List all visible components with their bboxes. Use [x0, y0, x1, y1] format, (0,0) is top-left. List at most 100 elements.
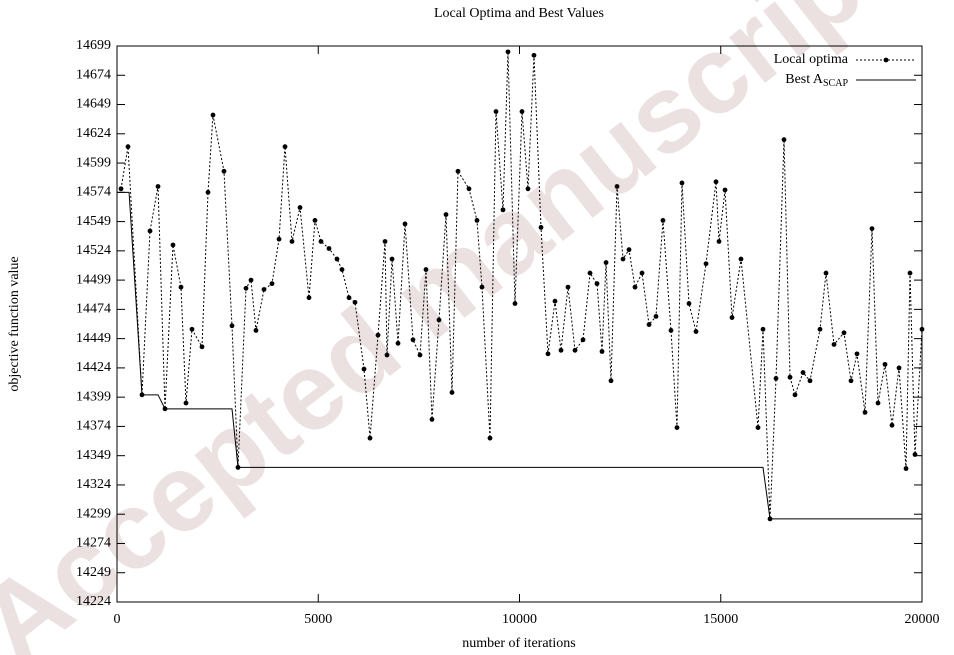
data-point — [903, 466, 909, 471]
data-point — [646, 322, 652, 327]
data-point — [361, 366, 367, 372]
y-tick-label: 14324 — [76, 477, 111, 492]
data-point — [558, 347, 564, 353]
data-point — [346, 295, 352, 301]
y-tick-label: 14699 — [76, 38, 111, 53]
data-point — [443, 212, 449, 217]
y-tick-label: 14624 — [76, 126, 111, 141]
data-point — [781, 137, 787, 143]
data-point — [276, 236, 282, 242]
legend-label: Local optima — [774, 52, 849, 67]
data-point — [716, 239, 722, 244]
data-point — [919, 326, 925, 332]
data-point — [817, 326, 823, 332]
data-point — [455, 168, 461, 174]
data-point — [352, 299, 358, 305]
y-tick-label: 14549 — [76, 214, 111, 229]
data-point — [620, 256, 626, 262]
series-line — [117, 191, 922, 520]
data-point — [318, 239, 324, 244]
legend-subscript: SCAP — [823, 78, 848, 89]
y-tick-label: 14499 — [76, 272, 111, 287]
data-point — [118, 186, 124, 192]
data-point — [807, 378, 813, 384]
y-tick-label: 14224 — [76, 594, 111, 609]
data-point — [594, 281, 600, 287]
data-point — [587, 270, 593, 276]
x-tick-label: 15000 — [703, 612, 738, 627]
data-point — [312, 218, 318, 223]
data-point — [831, 342, 837, 347]
data-point — [572, 347, 578, 353]
y-axis-label: objective function value — [7, 256, 22, 391]
data-point — [800, 370, 806, 375]
data-point — [147, 228, 153, 234]
data-point — [417, 352, 423, 358]
data-point — [738, 256, 744, 262]
y-tick-label: 14274 — [76, 536, 111, 551]
y-tick-label: 14349 — [76, 448, 111, 463]
y-tick-label: 14524 — [76, 243, 111, 258]
data-point — [269, 281, 275, 287]
data-point — [339, 267, 345, 272]
data-point — [505, 49, 511, 55]
data-point — [896, 365, 902, 371]
x-tick-label: 0 — [114, 612, 121, 627]
data-point — [854, 351, 860, 357]
data-point — [722, 187, 728, 193]
data-point — [580, 337, 586, 343]
data-point — [243, 285, 249, 291]
data-point — [841, 330, 847, 336]
data-point — [614, 184, 620, 189]
data-point — [493, 109, 499, 114]
data-point — [755, 425, 761, 430]
data-point — [389, 256, 395, 262]
x-axis-label: number of iterations — [462, 636, 576, 651]
legend-label: Best ASCAP — [785, 72, 848, 89]
data-point — [869, 226, 875, 232]
data-point — [410, 337, 416, 343]
data-point — [632, 284, 638, 290]
data-point — [125, 144, 131, 150]
x-tick-label: 20000 — [905, 612, 940, 627]
data-point — [326, 246, 332, 251]
data-point — [525, 186, 531, 192]
data-point — [668, 328, 674, 333]
legend-marker — [883, 57, 889, 63]
y-tick-label: 14674 — [76, 67, 111, 82]
data-point — [599, 349, 605, 354]
data-point — [639, 270, 645, 276]
data-point — [423, 267, 429, 272]
data-point — [760, 326, 766, 332]
x-tick-label: 10000 — [502, 612, 537, 627]
data-point — [519, 109, 525, 114]
data-point — [674, 425, 680, 430]
data-point — [436, 317, 442, 323]
data-point — [395, 340, 401, 346]
data-point — [787, 374, 793, 380]
data-point — [248, 277, 254, 283]
data-point — [626, 247, 632, 253]
data-point — [474, 218, 480, 223]
data-point — [384, 352, 390, 358]
data-point — [552, 298, 558, 304]
data-point — [382, 239, 388, 244]
y-tick-label: 14574 — [76, 185, 111, 200]
data-point — [500, 207, 506, 213]
data-point — [679, 180, 685, 186]
data-point — [729, 315, 735, 320]
y-tick-label: 14374 — [76, 419, 111, 434]
data-point — [693, 329, 699, 335]
data-point — [229, 323, 235, 329]
data-point — [713, 179, 719, 185]
data-point — [889, 422, 895, 428]
data-point — [538, 225, 544, 230]
data-point — [306, 295, 312, 301]
data-point — [545, 351, 551, 357]
data-point — [367, 435, 373, 441]
y-tick-label: 14449 — [76, 331, 111, 346]
data-point — [253, 328, 259, 333]
data-point — [882, 361, 888, 367]
y-tick-label: 14649 — [76, 97, 111, 112]
